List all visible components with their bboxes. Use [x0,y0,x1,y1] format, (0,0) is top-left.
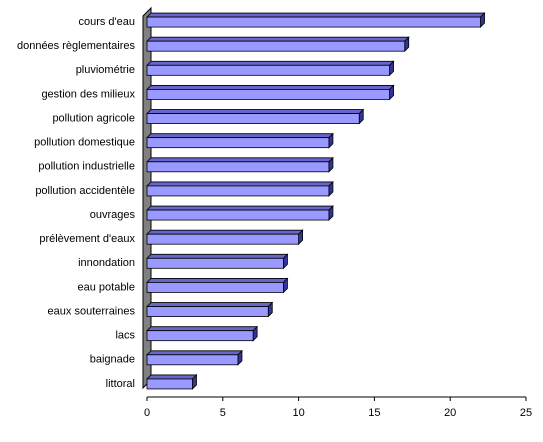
y-tick-label: littoral [106,378,135,390]
bar [146,185,330,197]
bar [146,378,193,390]
bar-top [146,374,198,380]
bar-top [146,302,274,307]
x-tick-label: 20 [444,407,456,419]
x-tick-label: 0 [144,407,150,419]
y-tick-label: ouvrages [90,209,136,221]
y-tick-label: prélèvement d'eaux [39,233,135,245]
bar [146,282,284,293]
x-tick-label: 10 [292,407,304,419]
bar [146,64,390,76]
x-tick-label: 5 [220,407,226,419]
bar [146,89,390,100]
y-tick-label: eau potable [78,281,136,293]
bar-top [146,133,334,139]
bar-top [146,326,259,332]
bar [146,330,254,342]
bar-top [146,85,395,90]
y-tick-label: pollution accidentèle [35,185,135,197]
y-tick-label: données règlementaires [17,40,136,52]
bar [146,209,330,221]
bar-top [146,109,365,114]
bar-top [146,60,395,66]
bar-top [146,36,410,42]
y-tick-label: baignade [90,354,135,366]
bar [146,16,481,28]
bar-top [146,181,334,187]
bar [146,161,330,173]
bar-top [146,350,243,356]
bar-top [146,253,289,259]
bar-top [146,12,486,18]
bar-top [146,157,334,163]
y-tick-label: lacs [115,330,135,342]
bar [146,354,239,366]
bar-top [146,229,304,235]
y-tick-label: eaux souterraines [48,305,136,317]
y-tick-label: pollution agricole [52,112,135,124]
y-tick-label: pollution domestique [34,137,135,149]
x-tick-label: 25 [520,407,532,419]
bar-top [146,278,289,283]
bar [146,137,330,149]
bar [146,113,360,124]
bar [146,257,284,269]
bar [146,306,269,317]
bar [146,40,406,52]
y-tick-label: gestion des milieux [41,88,135,100]
y-tick-label: innondation [78,257,135,269]
y-tick-label: pluviométrie [76,64,135,76]
y-tick-label: pollution industrielle [38,161,135,173]
bar-top [146,205,334,211]
x-tick-label: 15 [368,407,380,419]
bar [146,233,300,245]
y-tick-label: cours d'eau [78,16,135,28]
